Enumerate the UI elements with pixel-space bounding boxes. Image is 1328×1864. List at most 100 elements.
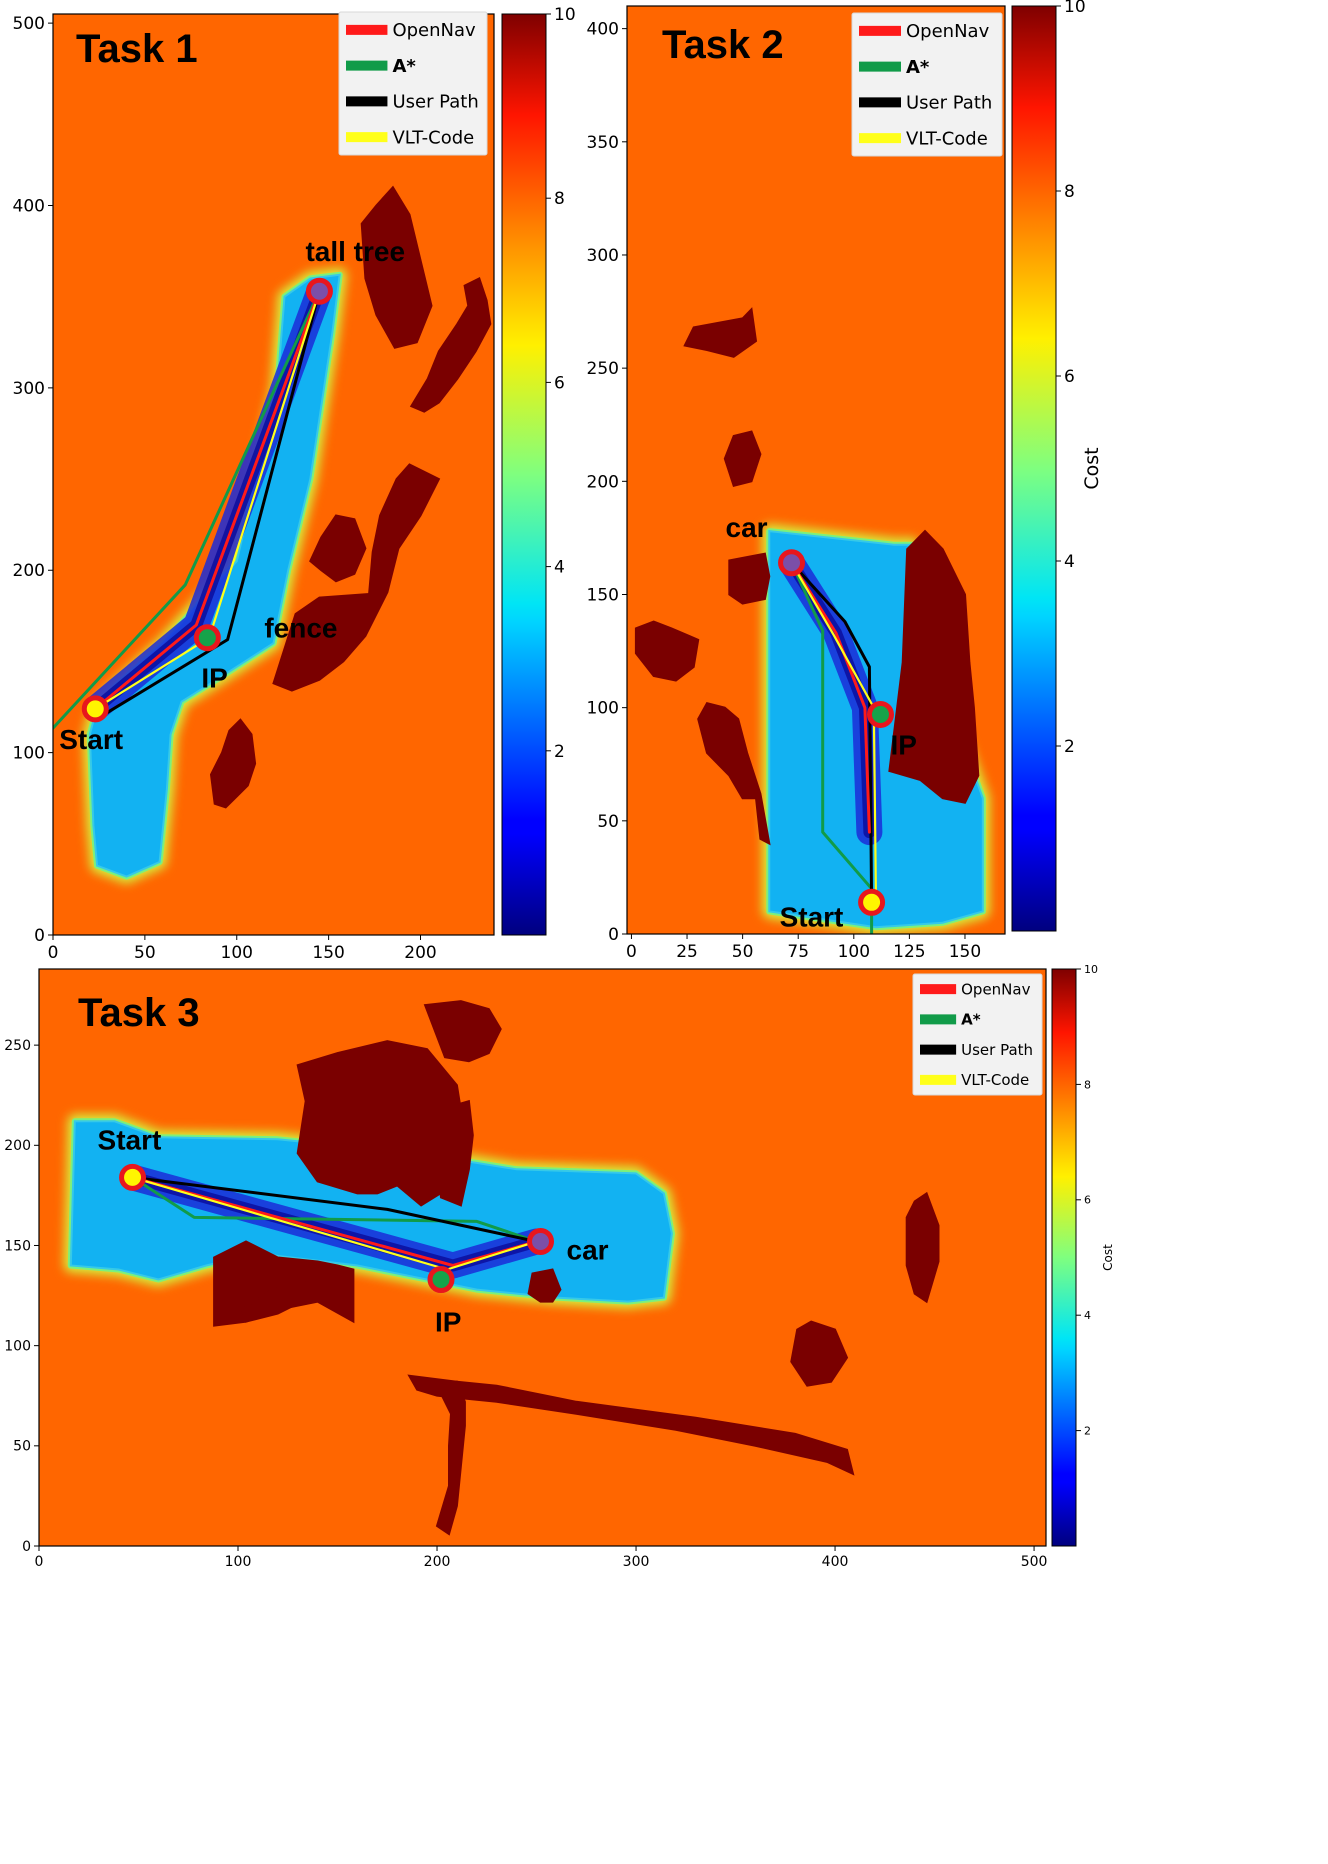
legend-entry: User Path (392, 92, 478, 113)
path-user-path (93, 289, 321, 722)
y-tick-label: 300 (587, 246, 619, 266)
path-user-path (131, 1175, 538, 1243)
x-tick-label: 500 (1021, 1554, 1048, 1570)
heatmap-area (634, 307, 990, 934)
obstacle (683, 307, 758, 358)
legend-entry: User Path (906, 93, 992, 114)
colorbar-tick-label: 10 (554, 5, 576, 25)
y-tick-label: 250 (4, 1038, 31, 1054)
label-goal: car (726, 512, 768, 543)
obstacle (435, 1380, 466, 1536)
path-user-path (790, 561, 874, 904)
legend-entry: A* (906, 57, 930, 78)
x-tick-label: 75 (787, 942, 809, 962)
legend-box (851, 12, 1003, 157)
legend-entry: OpenNav (906, 21, 990, 42)
legend-entry: User Path (961, 1041, 1033, 1059)
x-tick-label: 50 (134, 943, 156, 963)
x-tick-label: 0 (48, 943, 59, 963)
heatmap-area (53, 185, 492, 884)
legend-entry: A* (392, 56, 416, 77)
colorbar-label: Cost (1101, 1244, 1115, 1271)
obstacle (409, 276, 492, 413)
colorbar-tick-label: 6 (1064, 367, 1075, 387)
y-tick-label: 50 (13, 1439, 31, 1455)
task-title: Task 1 (76, 27, 198, 71)
task-title: Task 3 (78, 991, 200, 1035)
marker-ip (193, 624, 221, 652)
path-a (53, 289, 321, 731)
legend-swatch (920, 1044, 957, 1055)
x-tick-label: 150 (949, 942, 981, 962)
obstacle (296, 1040, 466, 1207)
label-ip: IP (435, 1307, 461, 1338)
colorbar (1051, 968, 1077, 1547)
y-tick-label: 200 (587, 472, 619, 492)
colorbar (501, 13, 547, 936)
obstacle (309, 514, 367, 583)
legend-entry: A* (961, 1011, 981, 1029)
path-opennav (790, 561, 871, 834)
obstacle (423, 1000, 502, 1063)
legend-swatch (859, 133, 901, 144)
obstacle (360, 185, 433, 349)
marker-start (119, 1163, 147, 1191)
x-tick-label: 300 (623, 1554, 650, 1570)
x-tick-label: 25 (676, 942, 698, 962)
obstacle (634, 620, 700, 682)
legend-swatch (920, 984, 957, 995)
x-tick-label: 100 (225, 1554, 252, 1570)
chart-panel-3: Start IP car Task 3 0 100 200 300 400 500 0 50 100 15… (4, 963, 1115, 1570)
colorbar-tick-label: 4 (1084, 1309, 1091, 1322)
legend-swatch (859, 61, 901, 72)
x-tick-label: 0 (626, 942, 637, 962)
legend-entry: OpenNav (961, 980, 1030, 998)
y-tick-label: 400 (13, 196, 45, 216)
y-tick-label: 200 (13, 561, 45, 581)
y-tick-label: 150 (4, 1238, 31, 1254)
legend-swatch (346, 96, 388, 107)
plot-frame (626, 5, 1006, 935)
x-tick-label: 50 (732, 942, 754, 962)
marker-goal (778, 549, 806, 577)
marker-start (858, 888, 886, 916)
y-tick-label: 100 (587, 699, 619, 719)
marker-ip (866, 700, 894, 728)
plot-frame (38, 968, 1047, 1547)
task-title: Task 2 (662, 23, 784, 67)
chart-panel-2: Start IP car Task 2 0 25 50 75 100 125 150 0 50 100 15… (587, 0, 1103, 962)
legend-swatch (346, 60, 388, 71)
obstacle (240, 1272, 311, 1323)
path-vlt-code (790, 561, 878, 904)
legend-swatch (346, 24, 388, 35)
obstacle (905, 1191, 940, 1304)
y-tick-label: 100 (13, 744, 45, 764)
obstacle (209, 718, 257, 809)
colorbar-tick-label: 8 (554, 189, 565, 209)
legend-swatch (859, 97, 901, 108)
path-opennav (93, 289, 321, 711)
obstacle (272, 463, 441, 692)
label-goal: car (567, 1234, 609, 1265)
colorbar (1011, 5, 1057, 932)
label-start: Start (98, 1124, 162, 1155)
y-tick-label: 0 (34, 926, 45, 946)
legend-entry: OpenNav (392, 20, 476, 41)
y-tick-label: 150 (587, 585, 619, 605)
path-a (131, 1175, 538, 1243)
y-tick-label: 200 (4, 1138, 31, 1154)
y-tick-label: 400 (587, 20, 619, 40)
obstacle (728, 552, 771, 605)
obstacle (888, 529, 980, 804)
label-fence: fence (264, 613, 337, 644)
colorbar-tick-label: 4 (1064, 552, 1075, 572)
legend-entry: VLT-Code (961, 1071, 1029, 1089)
y-tick-label: 300 (13, 379, 45, 399)
label-start: Start (59, 724, 123, 755)
colorbar-tick-label: 8 (1084, 1078, 1091, 1091)
y-tick-label: 0 (22, 1539, 31, 1555)
legend-entry: VLT-Code (392, 127, 474, 148)
y-tick-label: 350 (587, 133, 619, 153)
x-tick-label: 200 (424, 1554, 451, 1570)
